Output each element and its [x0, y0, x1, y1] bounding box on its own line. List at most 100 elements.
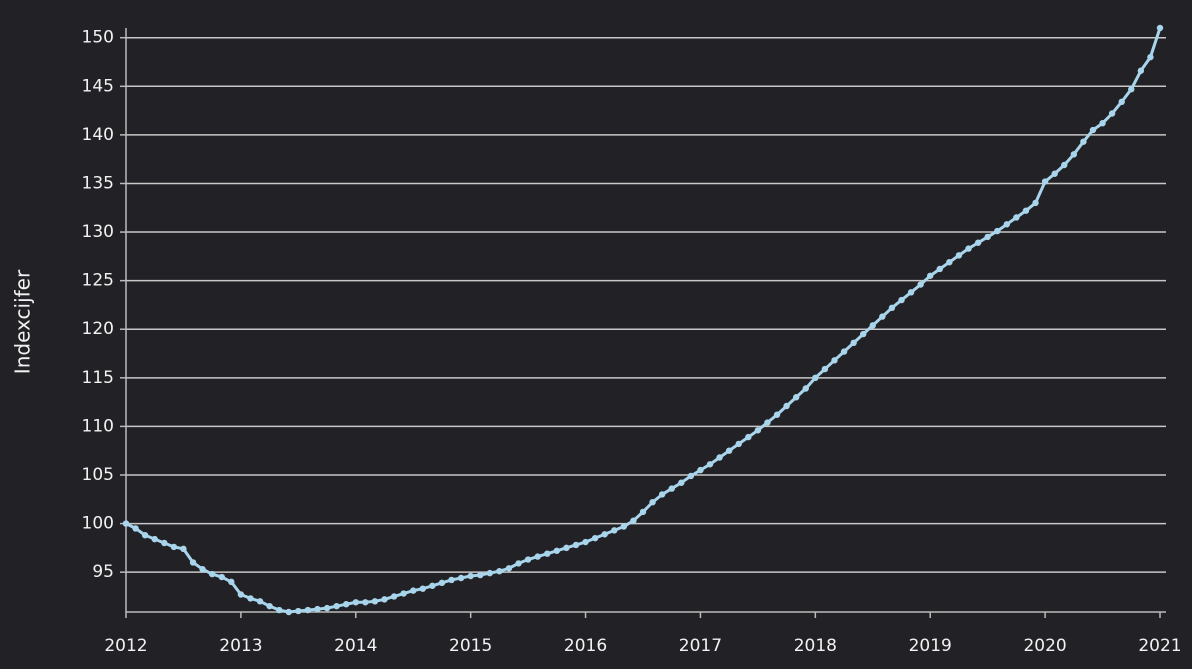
y-axis-label: Indexcijfer: [11, 269, 35, 374]
point: [1013, 214, 1020, 221]
point: [1080, 138, 1087, 145]
y-tick-label: 120: [82, 319, 114, 339]
point: [812, 374, 819, 382]
point: [438, 579, 446, 587]
x-tick-label: 2015: [449, 636, 492, 656]
point: [122, 520, 130, 527]
point: [965, 245, 972, 252]
y-tick-label: 125: [82, 271, 114, 291]
point: [888, 304, 896, 312]
point: [649, 498, 656, 506]
point: [199, 566, 206, 573]
point: [917, 281, 924, 288]
point: [343, 601, 350, 608]
x-tick-label: 2020: [1023, 636, 1066, 656]
point: [352, 599, 359, 606]
point: [773, 411, 781, 418]
point: [687, 472, 695, 480]
point: [974, 239, 982, 246]
point: [936, 265, 943, 273]
point: [611, 527, 618, 534]
point: [457, 574, 465, 582]
point: [1003, 221, 1011, 228]
point: [898, 296, 905, 304]
point: [314, 605, 321, 613]
point: [544, 550, 551, 557]
point: [151, 535, 158, 543]
point: [1156, 24, 1164, 32]
point: [1099, 120, 1106, 127]
point: [955, 252, 963, 259]
point: [706, 461, 714, 468]
point: [410, 587, 417, 594]
point: [840, 348, 848, 355]
point: [486, 569, 494, 577]
x-tick-label: 2014: [334, 636, 377, 656]
point: [553, 547, 561, 554]
y-tick-label: 115: [82, 368, 114, 388]
point: [448, 576, 455, 584]
point: [725, 447, 733, 454]
point: [266, 602, 273, 610]
point: [802, 385, 809, 392]
point: [1137, 67, 1145, 74]
x-tick-label: 2012: [104, 636, 147, 656]
point: [362, 599, 369, 606]
point: [1089, 126, 1097, 134]
point: [754, 427, 762, 434]
point: [1118, 98, 1125, 106]
y-tick-label: 95: [92, 562, 114, 582]
point: [218, 573, 225, 581]
point: [275, 606, 283, 614]
point: [716, 454, 723, 461]
point: [620, 523, 628, 530]
point: [764, 419, 771, 426]
point: [591, 534, 599, 542]
point: [228, 578, 235, 586]
point: [285, 608, 292, 616]
y-tick-label: 100: [82, 514, 114, 534]
point: [141, 532, 149, 539]
point: [697, 466, 704, 474]
point: [390, 593, 398, 600]
point: [821, 365, 829, 373]
y-tick-label: 135: [82, 173, 114, 193]
x-tick-label: 2018: [794, 636, 837, 656]
point: [860, 330, 867, 338]
point: [429, 582, 436, 589]
point: [1022, 207, 1030, 214]
point: [1147, 53, 1154, 61]
point: [1128, 86, 1135, 93]
point: [189, 559, 197, 566]
point: [208, 570, 216, 578]
point: [668, 485, 675, 492]
point: [984, 233, 991, 241]
x-tick-label: 2017: [679, 636, 722, 656]
point: [783, 402, 790, 410]
y-tick-label: 140: [82, 125, 114, 145]
point: [850, 339, 857, 347]
point: [869, 322, 876, 329]
point: [237, 591, 245, 598]
point: [879, 313, 886, 320]
point: [534, 553, 541, 560]
point: [496, 567, 503, 575]
point: [639, 508, 647, 516]
point: [333, 602, 340, 610]
point: [1108, 110, 1116, 117]
point: [323, 604, 331, 612]
point: [946, 258, 953, 266]
point: [170, 543, 178, 551]
point: [563, 544, 570, 552]
point: [1070, 151, 1078, 158]
x-tick-label: 2016: [564, 636, 607, 656]
point: [1041, 178, 1049, 185]
point: [247, 595, 254, 602]
x-tick-label: 2013: [219, 636, 262, 656]
point: [400, 590, 407, 597]
y-tick-label: 130: [82, 222, 114, 242]
point: [132, 525, 139, 532]
y-tick-label: 110: [82, 416, 114, 436]
